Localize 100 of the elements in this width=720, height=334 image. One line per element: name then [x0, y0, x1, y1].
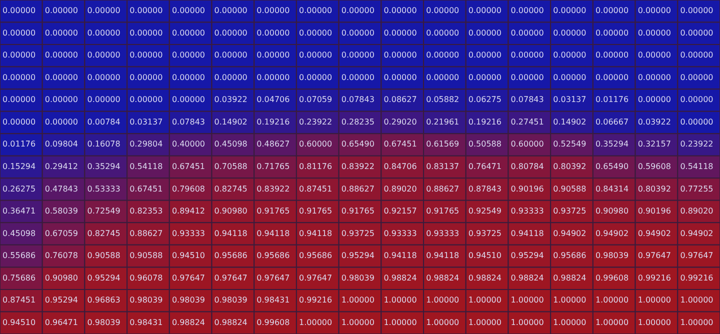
data-label: 0.07059	[299, 95, 332, 104]
data-label: 0.70588	[214, 162, 248, 171]
data-label: 0.95686	[553, 251, 586, 260]
data-label: 0.19216	[468, 117, 502, 126]
data-label: 0.65490	[341, 140, 374, 149]
data-label: 0.88627	[341, 184, 374, 194]
data-label: 0.03922	[214, 95, 248, 104]
data-label: 1.00000	[595, 296, 629, 305]
data-label: 0.98824	[426, 273, 460, 282]
data-label: 0.95686	[256, 251, 290, 260]
data-label: 0.00000	[341, 6, 374, 16]
data-label: 0.90196	[638, 206, 671, 216]
data-label: 0.83922	[256, 184, 290, 194]
data-label: 0.27451	[510, 117, 544, 126]
data-label: 0.06667	[595, 117, 629, 126]
data-label: 0.00000	[130, 72, 163, 82]
data-label: 0.00000	[426, 50, 460, 60]
data-label: 0.00000	[44, 28, 78, 38]
data-label: 0.14902	[214, 117, 248, 126]
data-label: 0.45098	[214, 140, 248, 149]
data-label: 0.95294	[44, 296, 78, 305]
data-label: 0.98039	[172, 296, 206, 305]
data-label: 0.58039	[44, 206, 78, 216]
data-label: 0.00000	[468, 72, 502, 82]
data-label: 0.94902	[638, 228, 671, 238]
data-label: 0.00000	[553, 72, 586, 82]
data-label: 0.00000	[214, 72, 248, 82]
data-label: 0.75686	[2, 273, 36, 282]
data-label: 0.90980	[595, 206, 629, 216]
data-label: 0.00000	[341, 72, 374, 82]
data-label: 0.00000	[172, 72, 206, 82]
data-label: 0.00000	[595, 50, 629, 60]
data-label: 0.00000	[638, 95, 671, 104]
data-label: 0.97647	[680, 251, 714, 260]
data-label: 0.14902	[553, 117, 586, 126]
data-label: 0.16078	[87, 140, 120, 149]
data-label: 0.80392	[638, 184, 671, 194]
data-label: 0.87843	[468, 184, 502, 194]
data-label: 0.01176	[595, 95, 629, 104]
data-label: 0.82745	[214, 184, 248, 194]
data-label: 0.93333	[426, 228, 460, 238]
data-label: 0.00000	[426, 72, 460, 82]
data-label: 1.00000	[426, 318, 460, 327]
data-label: 0.94118	[299, 228, 332, 238]
data-label: 0.00000	[44, 50, 78, 60]
data-label: 0.23922	[680, 140, 714, 149]
data-label: 0.03137	[130, 117, 163, 126]
data-label: 0.00000	[638, 72, 671, 82]
data-label: 0.96078	[130, 273, 163, 282]
data-label: 1.00000	[595, 318, 629, 327]
data-label: 1.00000	[468, 318, 502, 327]
data-label: 0.93725	[341, 228, 374, 238]
data-label: 0.07843	[172, 117, 206, 126]
data-label: 0.61569	[426, 140, 460, 149]
data-label: 0.00000	[595, 28, 629, 38]
data-label: 0.99216	[680, 273, 714, 282]
data-label: 0.97647	[172, 273, 206, 282]
data-label: 0.48627	[256, 140, 290, 149]
data-label: 0.95294	[341, 251, 374, 260]
data-label: 1.00000	[638, 318, 671, 327]
data-label: 0.55686	[2, 251, 36, 260]
data-label: 0.00000	[680, 28, 714, 38]
data-label: 0.94118	[256, 228, 290, 238]
data-label: 0.93725	[553, 206, 586, 216]
data-label: 0.07843	[510, 95, 544, 104]
data-label: 1.00000	[510, 296, 544, 305]
data-label: 0.90588	[130, 251, 163, 260]
data-label: 0.94118	[510, 228, 544, 238]
data-label: 0.89020	[384, 184, 417, 194]
data-label: 0.00000	[256, 6, 290, 16]
data-label: 0.00000	[172, 95, 206, 104]
data-label: 0.00000	[299, 28, 332, 38]
data-label: 0.52549	[553, 140, 586, 149]
data-label: 0.67451	[130, 184, 163, 194]
data-label: 0.91765	[299, 206, 332, 216]
data-label: 0.60000	[510, 140, 544, 149]
data-label: 0.00000	[680, 50, 714, 60]
data-label: 0.93725	[468, 228, 502, 238]
data-label: 0.96471	[44, 318, 78, 327]
data-label: 0.00000	[256, 50, 290, 60]
data-label: 0.90196	[510, 184, 544, 194]
data-label: 0.00000	[172, 50, 206, 60]
data-label: 0.94118	[214, 228, 248, 238]
data-label: 0.00000	[341, 28, 374, 38]
data-label: 1.00000	[680, 296, 714, 305]
data-label: 0.94118	[384, 251, 417, 260]
data-label: 0.29412	[44, 162, 78, 171]
data-label: 0.88627	[426, 184, 460, 194]
data-label: 0.93333	[172, 228, 206, 238]
data-label: 0.53333	[87, 184, 120, 194]
data-label: 0.98039	[130, 296, 163, 305]
data-label: 0.98431	[256, 296, 290, 305]
data-label: 0.00000	[214, 28, 248, 38]
data-label: 0.67451	[172, 162, 206, 171]
data-label: 0.00000	[2, 50, 36, 60]
data-label: 0.00000	[510, 28, 544, 38]
data-label: 0.00000	[2, 28, 36, 38]
data-label: 0.88627	[130, 228, 163, 238]
data-label: 0.00000	[87, 6, 120, 16]
data-label: 0.05882	[426, 95, 460, 104]
